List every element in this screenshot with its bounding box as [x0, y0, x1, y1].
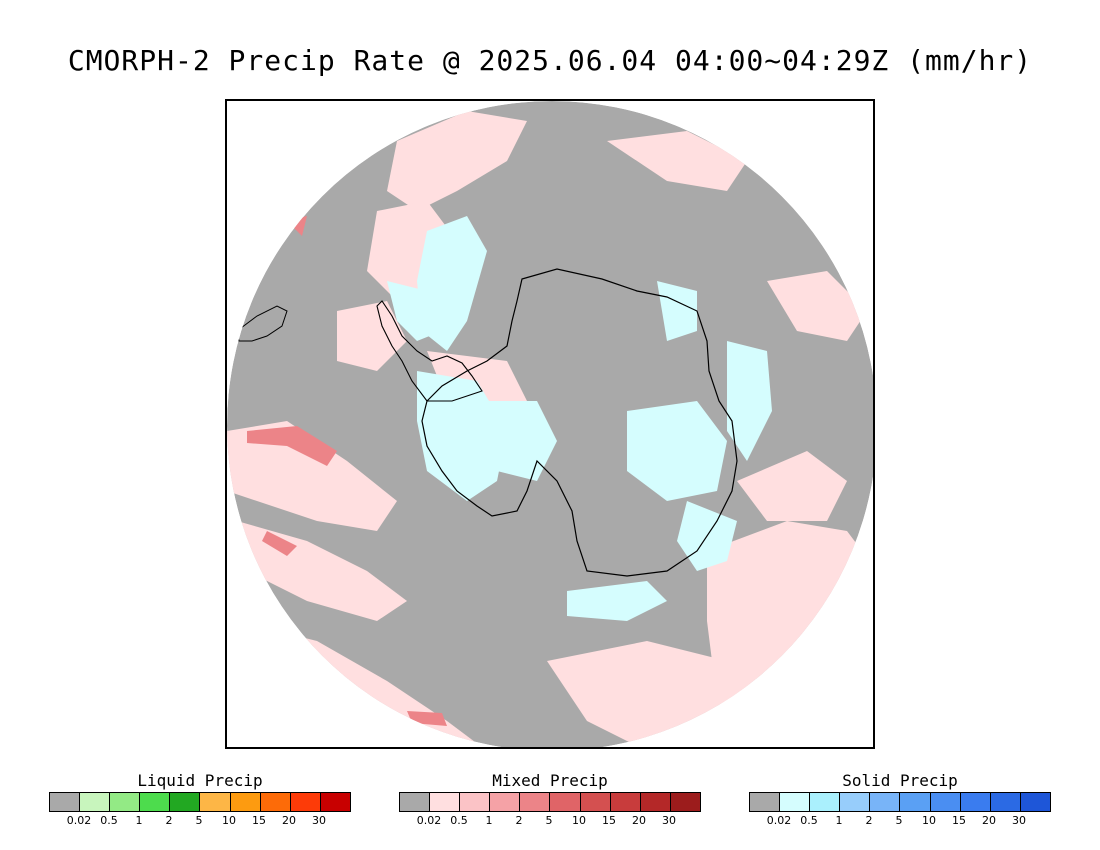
legend-swatch [840, 793, 871, 811]
legend-swatch [520, 793, 551, 811]
map-title: CMORPH-2 Precip Rate @ 2025.06.04 04:00~… [67, 44, 1033, 77]
legend-bar-solid [749, 792, 1051, 812]
legend-swatch [550, 793, 581, 811]
antarctica-coastline [421, 268, 738, 577]
legend-swatch [960, 793, 991, 811]
legend-title-liquid: Liquid Precip [137, 771, 263, 790]
legend-swatch [170, 793, 201, 811]
legend-tick-label: 2 [165, 814, 173, 827]
legend-swatch [320, 793, 350, 811]
legend-tick-label: 5 [195, 814, 203, 827]
legend-tick-label: 0.5 [800, 814, 818, 827]
legend-swatch [400, 793, 431, 811]
legend-ticks-liquid: 0.02 0.5 1 2 5 10 15 20 30 [49, 812, 351, 828]
legend-tick-label: 2 [515, 814, 523, 827]
legend-bar-mixed [399, 792, 701, 812]
antarctic-peninsula-coastline [376, 300, 483, 402]
legend-tick-label: 15 [252, 814, 266, 827]
legend-swatch [430, 793, 461, 811]
legend-swatch [640, 793, 671, 811]
legend-swatch [930, 793, 961, 811]
legend-swatch [460, 793, 491, 811]
legend-swatch [140, 793, 171, 811]
legend-swatch [290, 793, 321, 811]
map-panel [225, 99, 875, 749]
legend-tick-label: 1 [485, 814, 493, 827]
legend-tick-label: 20 [982, 814, 996, 827]
legend-swatch [780, 793, 811, 811]
legend-swatch [670, 793, 700, 811]
legend-tick-label: 20 [282, 814, 296, 827]
legend-ticks-mixed: 0.02 0.5 1 2 5 10 15 20 30 [399, 812, 701, 828]
legend-tick-label: 20 [632, 814, 646, 827]
legend-tick-label: 2 [865, 814, 873, 827]
legend-swatch [750, 793, 781, 811]
south-america-coastline [236, 305, 288, 342]
polar-map [227, 101, 873, 747]
legend-swatch [870, 793, 901, 811]
legend-swatch [110, 793, 141, 811]
legend-swatch [490, 793, 521, 811]
legend-tick-label: 1 [835, 814, 843, 827]
legend-swatch [990, 793, 1021, 811]
legend-title-solid: Solid Precip [842, 771, 958, 790]
legend-tick-label: 1 [135, 814, 143, 827]
legend-tick-label: 15 [602, 814, 616, 827]
legend-swatch [230, 793, 261, 811]
legend-tick-label: 10 [572, 814, 586, 827]
legend-tick-label: 0.02 [66, 814, 92, 827]
legend-liquid: Liquid Precip 0.02 0.5 1 2 5 10 15 20 30 [49, 770, 351, 828]
solid-precip-regions [387, 216, 772, 621]
legend-swatch [810, 793, 841, 811]
legend-swatch [80, 793, 111, 811]
legend-tick-label: 30 [1012, 814, 1026, 827]
legend-tick-label: 0.5 [450, 814, 468, 827]
legend-swatch [610, 793, 641, 811]
legend-solid: Solid Precip 0.02 0.5 1 2 5 10 15 20 30 [749, 770, 1051, 828]
legend-mixed: Mixed Precip 0.02 0.5 1 2 5 10 15 20 30 [399, 770, 701, 828]
legend-swatch [1020, 793, 1050, 811]
legend-tick-label: 30 [662, 814, 676, 827]
legend-tick-label: 5 [895, 814, 903, 827]
legend-swatch [50, 793, 81, 811]
legend-tick-label: 30 [312, 814, 326, 827]
legend-tick-label: 0.02 [766, 814, 792, 827]
legend-tick-label: 10 [922, 814, 936, 827]
legend-swatch [580, 793, 611, 811]
legend-tick-label: 5 [545, 814, 553, 827]
legend-ticks-solid: 0.02 0.5 1 2 5 10 15 20 30 [749, 812, 1051, 828]
legend-tick-label: 0.02 [416, 814, 442, 827]
legend-tick-label: 0.5 [100, 814, 118, 827]
legend-tick-label: 15 [952, 814, 966, 827]
legend-tick-label: 10 [222, 814, 236, 827]
legend-swatch [260, 793, 291, 811]
legend-title-mixed: Mixed Precip [492, 771, 608, 790]
legend-bar-liquid [49, 792, 351, 812]
legend-swatch [200, 793, 231, 811]
legend-swatch [900, 793, 931, 811]
